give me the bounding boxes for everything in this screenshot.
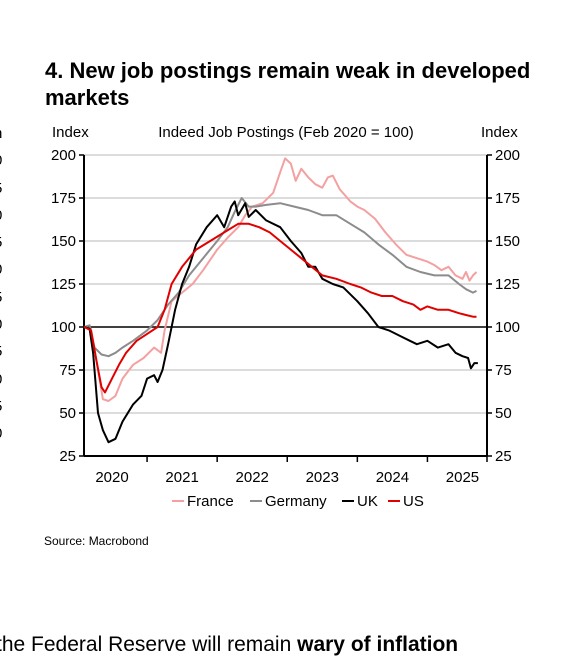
chart-title: Indeed Job Postings (Feb 2020 = 100) bbox=[158, 124, 414, 141]
y-axis-left-label: Index bbox=[52, 124, 89, 141]
y-tick-label-left: 175 bbox=[51, 190, 76, 207]
legend-label-germany: Germany bbox=[265, 493, 327, 510]
legend-label-france: France bbox=[187, 493, 234, 510]
y-axis-right-label: Index bbox=[481, 124, 518, 141]
x-tick-label: 2023 bbox=[306, 469, 339, 486]
clipped-tick: 0 bbox=[0, 311, 6, 338]
series-lines bbox=[83, 157, 478, 444]
y-tick-label-left: 125 bbox=[51, 276, 76, 293]
y-tick-label-right: 25 bbox=[495, 448, 512, 465]
y-tick-label-left: 25 bbox=[59, 448, 76, 465]
y-tick-label-left: 200 bbox=[51, 147, 76, 164]
legend-label-us: US bbox=[403, 493, 424, 510]
clipped-tick: 5 bbox=[0, 175, 6, 202]
legend-label-uk: UK bbox=[357, 493, 378, 510]
article-text: the Federal Reserve will remain wary of … bbox=[0, 633, 458, 657]
y-tick-label-right: 100 bbox=[495, 319, 520, 336]
figure-title: 4. New job postings remain weak in devel… bbox=[45, 58, 531, 110]
axes bbox=[79, 154, 492, 462]
x-tick-label: 2024 bbox=[376, 469, 409, 486]
y-tick-label-right: 125 bbox=[495, 276, 520, 293]
series-line-france bbox=[83, 157, 478, 402]
clipped-tick: 0 bbox=[0, 202, 6, 229]
clipped-tick: 0 bbox=[0, 147, 6, 174]
legend: France Germany UK US bbox=[172, 493, 424, 510]
series-line-us bbox=[83, 222, 477, 394]
x-tick-label: 2020 bbox=[95, 469, 128, 486]
y-tick-label-left: 150 bbox=[51, 233, 76, 250]
clipped-tick: 5 bbox=[0, 284, 6, 311]
source-note: Source: Macrobond bbox=[44, 534, 149, 548]
y-tick-label-right: 50 bbox=[495, 405, 512, 422]
job-postings-chart: 25 25 50 50 75 75 100 100 125 125 150 150 175 175 200 2… bbox=[51, 124, 520, 510]
series-line-uk bbox=[83, 200, 478, 444]
clipped-tick: 5 bbox=[0, 338, 6, 365]
y-tick-label-left: 75 bbox=[59, 362, 76, 379]
x-tick-label: 2022 bbox=[236, 469, 269, 486]
clipped-tick: 0 bbox=[0, 366, 6, 393]
y-tick-label-right: 175 bbox=[495, 190, 520, 207]
clipped-left-label: n bbox=[0, 120, 6, 147]
y-tick-label-right: 200 bbox=[495, 147, 520, 164]
clipped-tick: 5 bbox=[0, 393, 6, 420]
y-tick-label-left: 100 bbox=[51, 319, 76, 336]
clipped-tick: 0 bbox=[0, 420, 6, 447]
y-tick-label-left: 50 bbox=[59, 405, 76, 422]
y-tick-label-right: 75 bbox=[495, 362, 512, 379]
grid-lines bbox=[84, 154, 487, 457]
x-tick-label: 2021 bbox=[165, 469, 198, 486]
tick-labels: 25 25 50 50 75 75 100 100 125 125 150 150 175 175 200 2… bbox=[51, 147, 520, 486]
clipped-left-axis: n 0 5 0 5 0 5 0 5 0 5 0 bbox=[0, 120, 6, 448]
clipped-tick: 0 bbox=[0, 256, 6, 283]
x-tick-label: 2025 bbox=[446, 469, 479, 486]
clipped-tick: 5 bbox=[0, 229, 6, 256]
y-tick-label-right: 150 bbox=[495, 233, 520, 250]
series-line-germany bbox=[83, 197, 477, 358]
article-text-bold: wary of inflation bbox=[297, 633, 459, 656]
article-text-part1: the Federal Reserve will remain bbox=[0, 633, 298, 656]
